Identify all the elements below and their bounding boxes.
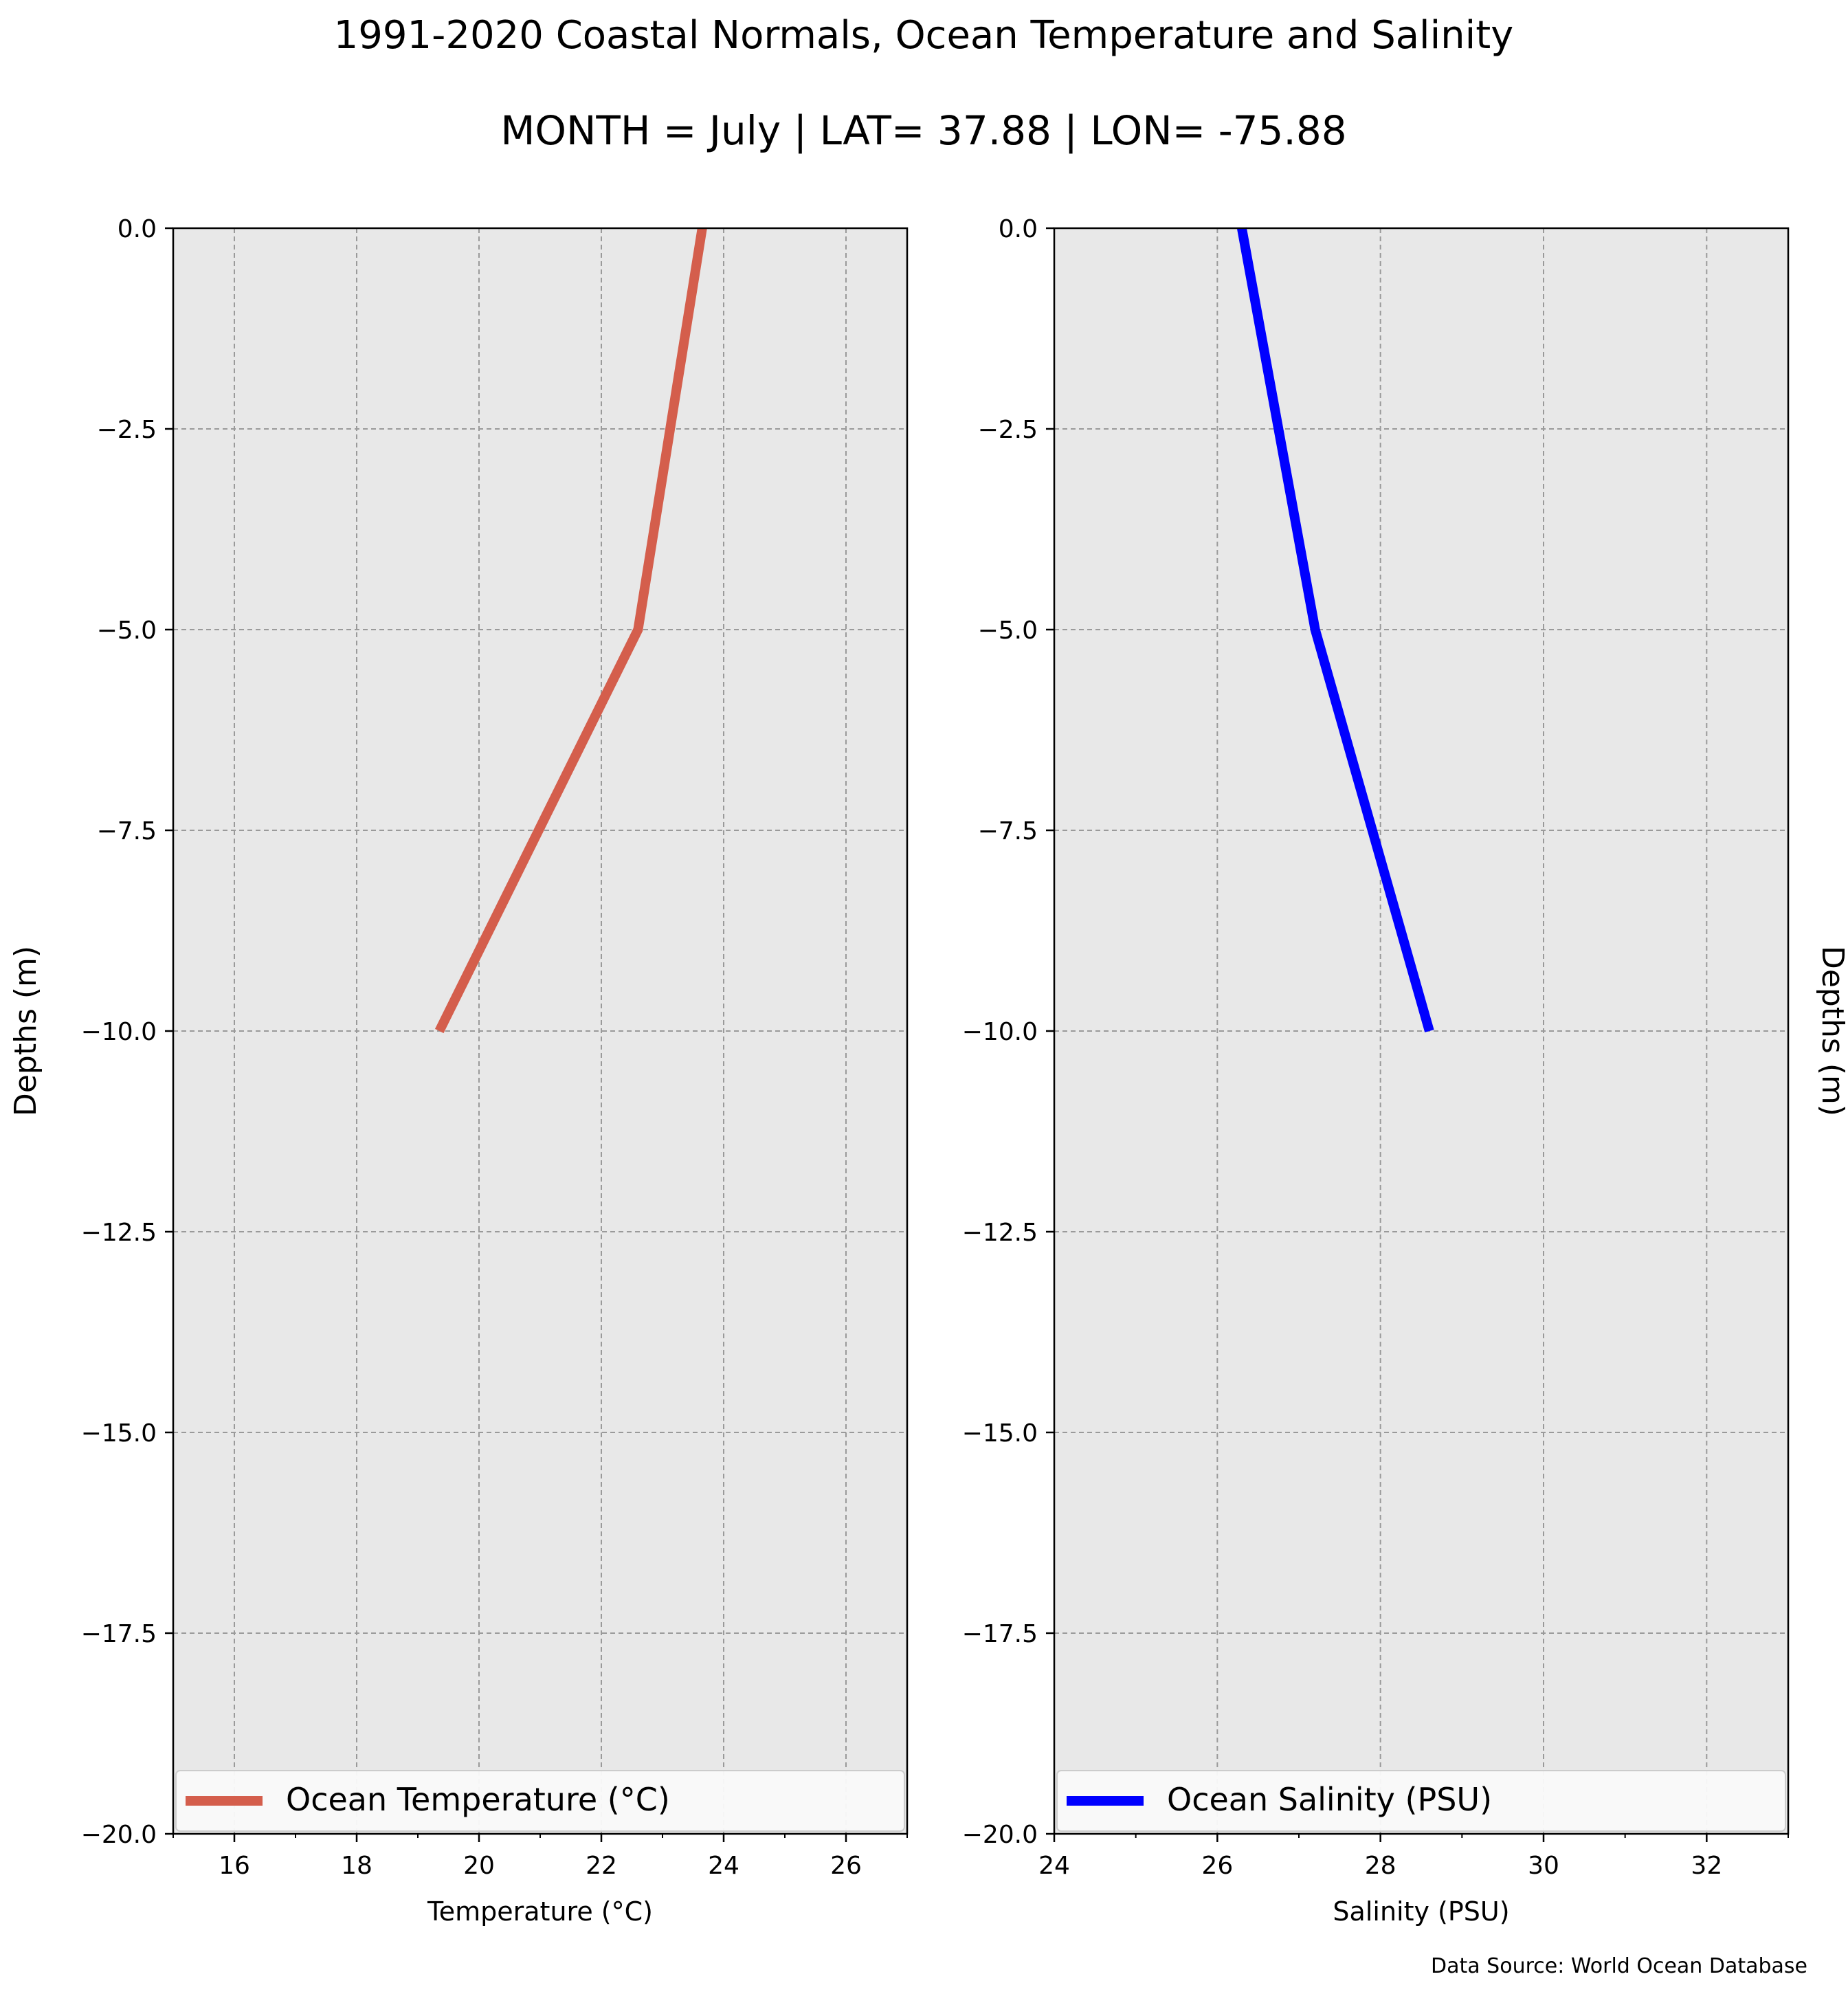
salinity-xtick-label: 24	[1038, 1852, 1070, 1880]
temperature-series-line	[434, 227, 707, 1034]
temperature-xtick-label: 24	[708, 1852, 739, 1880]
temperature-xtick-label: 16	[219, 1852, 250, 1880]
temperature-panel: 16 18 20 22 24 26 0.0 −2.5 −5.0 −7.5 −10.0 −12.5 −15…	[8, 215, 909, 1927]
temperature-xlabel: Temperature (°C)	[427, 1896, 653, 1927]
temperature-ytick-label: −5.0	[97, 617, 157, 645]
salinity-legend-box	[1056, 1770, 1786, 1832]
salinity-ytick-label: −5.0	[978, 617, 1038, 645]
temperature-legend: Ocean Temperature (°C)	[175, 1770, 905, 1832]
temperature-xtick-label: 26	[830, 1852, 862, 1880]
salinity-ytick-label: −12.5	[962, 1219, 1038, 1247]
temperature-ylabel: Depths (m)	[8, 946, 43, 1116]
salinity-xtick-label: 32	[1691, 1852, 1722, 1880]
temperature-legend-box	[175, 1770, 905, 1832]
temperature-ytick-label: −15.0	[81, 1419, 157, 1448]
salinity-ytick-label: −15.0	[962, 1419, 1038, 1448]
salinity-xtick-label: 26	[1201, 1852, 1233, 1880]
salinity-ytick-label: 0.0	[999, 215, 1038, 243]
salinity-ytick-label: −2.5	[978, 416, 1038, 444]
temperature-ytick-label: −17.5	[81, 1620, 157, 1648]
temperature-legend-label: Ocean Temperature (°C)	[286, 1781, 670, 1818]
salinity-ytick-label: −7.5	[978, 817, 1038, 845]
figure-subtitle: MONTH = July | LAT= 37.88 | LON= -75.88	[500, 107, 1346, 154]
source-note: Data Source: World Ocean Database	[1431, 1954, 1807, 1978]
salinity-xlabel: Salinity (PSU)	[1333, 1896, 1509, 1927]
temperature-ytick-label: −12.5	[81, 1219, 157, 1247]
temperature-ytick-label: −7.5	[97, 817, 157, 845]
temperature-xtick-label: 22	[586, 1852, 617, 1880]
salinity-series-line	[1237, 227, 1434, 1032]
salinity-xtick-label: 30	[1528, 1852, 1559, 1880]
salinity-ytick-label: −10.0	[962, 1018, 1038, 1046]
salinity-legend-label: Ocean Salinity (PSU)	[1167, 1781, 1492, 1818]
temperature-xtick-label: 20	[463, 1852, 495, 1880]
temperature-ytick-label: −20.0	[81, 1821, 157, 1849]
temperature-xtick-label: 18	[341, 1852, 372, 1880]
salinity-xtick-label: 28	[1365, 1852, 1396, 1880]
salinity-ylabel: Depths (m)	[1815, 946, 1848, 1116]
salinity-legend: Ocean Salinity (PSU)	[1056, 1770, 1786, 1832]
figure-title: 1991-2020 Coastal Normals, Ocean Tempera…	[334, 13, 1514, 58]
temperature-ytick-label: −10.0	[81, 1018, 157, 1046]
temperature-ytick-label: 0.0	[118, 215, 157, 243]
salinity-panel: 24 26 28 30 32 0.0 −2.5 −5.0 −7.5 −10.0 −12.5 −15.0…	[962, 215, 1848, 1927]
salinity-ytick-label: −17.5	[962, 1620, 1038, 1648]
temperature-ytick-label: −2.5	[97, 416, 157, 444]
salinity-ytick-label: −20.0	[962, 1821, 1038, 1849]
